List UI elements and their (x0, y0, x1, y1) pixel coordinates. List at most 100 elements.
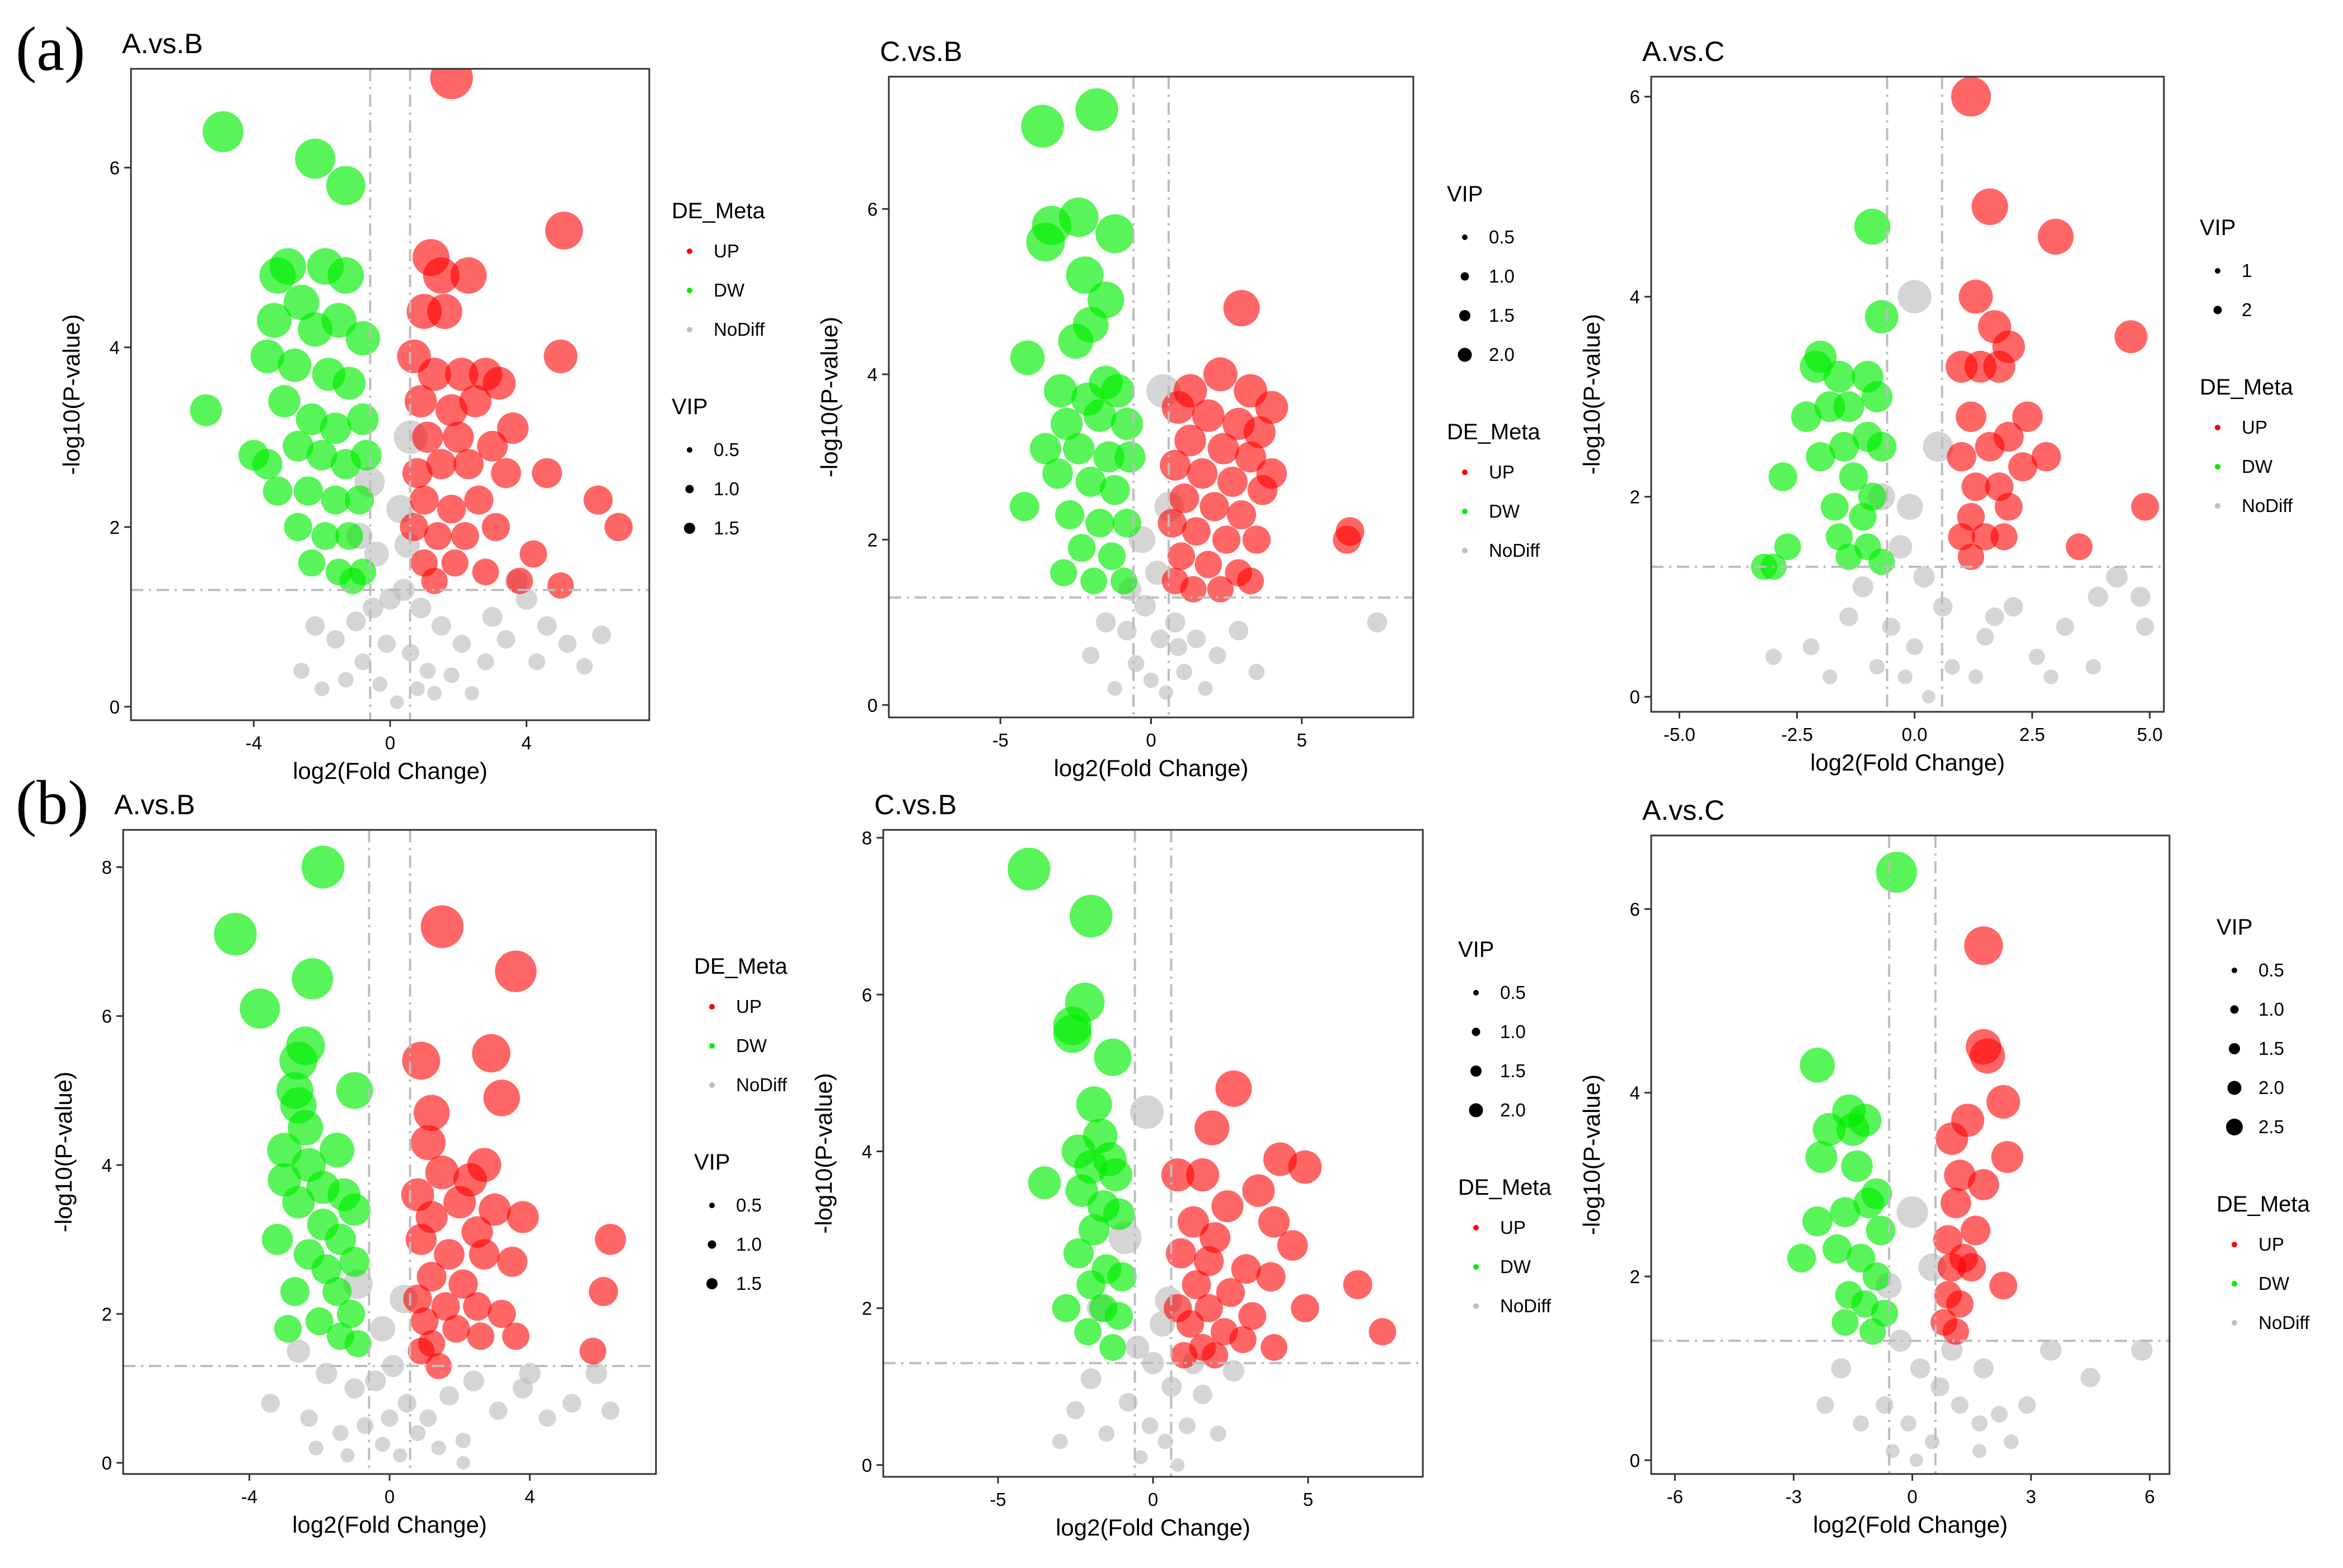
data-point-dw (283, 284, 320, 321)
data-point-up (1186, 1158, 1220, 1192)
data-point-up (1243, 416, 1276, 448)
data-point-up (423, 257, 460, 294)
data-point-nodiff (519, 1363, 541, 1384)
legend-key-dw (2215, 464, 2220, 470)
points-layer (1010, 88, 1388, 700)
y-tick-label: 4 (868, 364, 878, 385)
y-axis-label: -log10(P-value) (1578, 1074, 1605, 1235)
data-point-up (1948, 523, 1975, 551)
data-point-up (426, 449, 457, 480)
legend-key-nodiff (687, 327, 692, 332)
legend-vip-label: 2 (2242, 299, 2252, 320)
data-point-up (1187, 458, 1218, 489)
data-point-up (405, 385, 437, 417)
data-point-dw (1053, 1015, 1092, 1053)
y-axis-label: -log10(P-value) (810, 1073, 837, 1233)
data-point-nodiff (305, 616, 325, 636)
data-point-nodiff (432, 616, 451, 636)
data-point-dw (322, 1277, 352, 1306)
data-point-dw (336, 1072, 373, 1109)
x-axis-label: log2(Fold Change) (292, 1511, 487, 1538)
legend-key-nodiff (1462, 548, 1468, 553)
data-point-dw (263, 476, 293, 506)
data-point-up (2131, 492, 2159, 521)
data-point-up (1212, 525, 1241, 554)
data-point-up (441, 549, 468, 577)
data-point-dw (1063, 433, 1095, 464)
legend-vip-label: 0.5 (2258, 960, 2284, 980)
volcano-panel-b3: A.vs.C -6 -3 0 3 6 0 2 4 6 log2(Fold Change) -log10… (1578, 795, 2310, 1538)
data-point-dw (1050, 407, 1083, 440)
data-point-dw (202, 111, 244, 152)
legend-label-nodiff: NoDiff (2258, 1312, 2310, 1333)
data-point-dw (1029, 433, 1062, 464)
legend-vip-label: 0.5 (736, 1195, 762, 1215)
data-point-nodiff (482, 607, 503, 627)
volcano-panel-a2: C.vs.B -5 0 5 0 2 4 6 log2(Fold Change) -log10(P-… (816, 36, 1540, 781)
data-point-up (1944, 1159, 1976, 1191)
data-point-dw (1805, 1141, 1838, 1173)
x-tick-label: -4 (246, 733, 262, 753)
data-point-nodiff (538, 1409, 556, 1427)
data-point-nodiff (1922, 690, 1936, 704)
data-point-nodiff (1831, 1358, 1852, 1379)
data-point-nodiff (2080, 1368, 2101, 1388)
data-point-nodiff (354, 653, 372, 670)
data-point-up (410, 1307, 439, 1336)
data-point-up (1258, 1206, 1290, 1238)
legend-vip-label: 1 (2242, 260, 2252, 281)
data-point-dw (1823, 360, 1855, 393)
data-point-up (1291, 1294, 1319, 1322)
legend-vip-label: 1.0 (736, 1234, 762, 1255)
data-point-nodiff (369, 1316, 396, 1342)
data-point-up (463, 1292, 492, 1321)
data-point-dw (267, 1133, 302, 1168)
data-point-nodiff (1143, 672, 1159, 688)
data-point-up (464, 485, 494, 515)
volcano-panel-a3: A.vs.C -5.0 -2.5 0.0 2.5 5.0 0 2 4 6 log2(Fold Cha… (1578, 36, 2293, 776)
data-point-up (1946, 350, 1978, 383)
data-point-up (1211, 1190, 1244, 1223)
y-tick-label: 6 (102, 1006, 112, 1027)
y-axis-label: -log10(P-value) (50, 1072, 77, 1232)
y-tick-label: 8 (862, 828, 872, 848)
data-point-up (1333, 525, 1361, 554)
data-point-nodiff (1924, 1434, 1940, 1449)
legend-vip-title: VIP (1447, 182, 1483, 206)
y-tick-label: 4 (1630, 287, 1640, 307)
data-point-nodiff (1885, 1444, 1900, 1458)
data-point-dw (1862, 1262, 1891, 1291)
data-point-dw (1835, 543, 1862, 570)
data-point-dw (1083, 399, 1117, 432)
data-point-up (405, 1224, 437, 1255)
data-point-nodiff (456, 1456, 470, 1470)
data-point-nodiff (1169, 638, 1188, 656)
legend-label-up: UP (1489, 462, 1515, 482)
plot-frame (1650, 834, 2171, 1475)
data-point-dw (283, 430, 313, 462)
data-point-dw (1099, 1334, 1126, 1361)
data-point-dw (1107, 1262, 1137, 1292)
data-point-up (434, 1239, 465, 1270)
x-axis-label: log2(Fold Change) (1813, 1511, 2008, 1538)
legend-vip-title: VIP (672, 395, 707, 419)
data-point-nodiff (1896, 1196, 1928, 1228)
data-point-up (1991, 1141, 2023, 1173)
data-point-up (431, 1292, 460, 1321)
data-point-up (1217, 466, 1248, 497)
data-point-dw (326, 166, 365, 205)
data-point-nodiff (452, 635, 471, 653)
y-tick-label: 6 (868, 199, 878, 219)
legend-key-up (709, 1004, 715, 1010)
data-point-dw (1044, 374, 1077, 408)
data-point-dw (1103, 1198, 1135, 1230)
data-point-nodiff (2028, 649, 2045, 665)
data-point-nodiff (1208, 646, 1226, 664)
data-point-dw (1836, 1113, 1869, 1146)
data-point-up (1947, 442, 1976, 472)
legend-label-nodiff: NoDiff (2242, 495, 2293, 516)
data-point-up (1180, 576, 1207, 603)
legend-label-dw: DW (1500, 1256, 1531, 1277)
data-point-up (1975, 431, 2005, 462)
data-point-nodiff (1210, 1425, 1226, 1442)
